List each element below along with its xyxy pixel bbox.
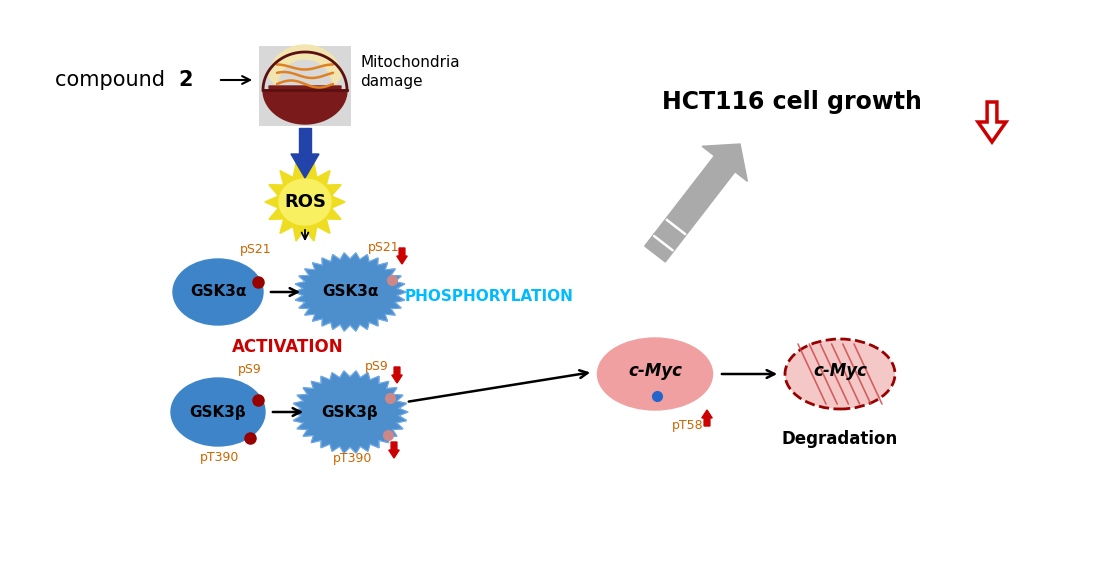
Text: pS9: pS9 xyxy=(365,360,389,373)
Polygon shape xyxy=(265,163,345,241)
Polygon shape xyxy=(269,45,341,87)
Ellipse shape xyxy=(785,339,895,409)
Text: pT390: pT390 xyxy=(333,452,373,465)
Text: pT58: pT58 xyxy=(672,419,704,432)
Text: GSK3β: GSK3β xyxy=(321,404,378,420)
Text: GSK3α: GSK3α xyxy=(190,284,246,299)
Text: ACTIVATION: ACTIVATION xyxy=(232,338,344,356)
Polygon shape xyxy=(645,144,748,262)
Text: pT390: pT390 xyxy=(200,451,239,464)
Polygon shape xyxy=(391,367,402,383)
Polygon shape xyxy=(397,248,408,264)
Text: pS21: pS21 xyxy=(240,243,272,256)
Polygon shape xyxy=(263,90,346,124)
Text: pS21: pS21 xyxy=(368,241,400,254)
Ellipse shape xyxy=(173,259,263,325)
Text: pS9: pS9 xyxy=(238,363,261,376)
Polygon shape xyxy=(292,371,408,453)
Polygon shape xyxy=(702,410,713,426)
Ellipse shape xyxy=(279,179,331,225)
Text: PHOSPHORYLATION: PHOSPHORYLATION xyxy=(406,289,574,305)
Ellipse shape xyxy=(171,378,265,446)
Text: GSK3α: GSK3α xyxy=(321,284,378,299)
Text: compound: compound xyxy=(55,70,172,90)
Polygon shape xyxy=(291,154,319,178)
Ellipse shape xyxy=(598,338,713,410)
Text: ROS: ROS xyxy=(284,193,326,211)
Text: c-Myc: c-Myc xyxy=(813,362,867,380)
Polygon shape xyxy=(389,442,399,458)
Text: HCT116 cell growth: HCT116 cell growth xyxy=(662,90,921,114)
Text: 2: 2 xyxy=(178,70,192,90)
FancyBboxPatch shape xyxy=(259,46,351,126)
Polygon shape xyxy=(294,253,406,331)
Polygon shape xyxy=(269,86,341,113)
Text: Degradation: Degradation xyxy=(781,430,898,448)
Text: Mitochondria
damage: Mitochondria damage xyxy=(360,55,460,90)
Polygon shape xyxy=(265,163,345,241)
Polygon shape xyxy=(299,128,310,154)
Text: GSK3β: GSK3β xyxy=(189,404,246,420)
Text: c-Myc: c-Myc xyxy=(628,362,682,380)
